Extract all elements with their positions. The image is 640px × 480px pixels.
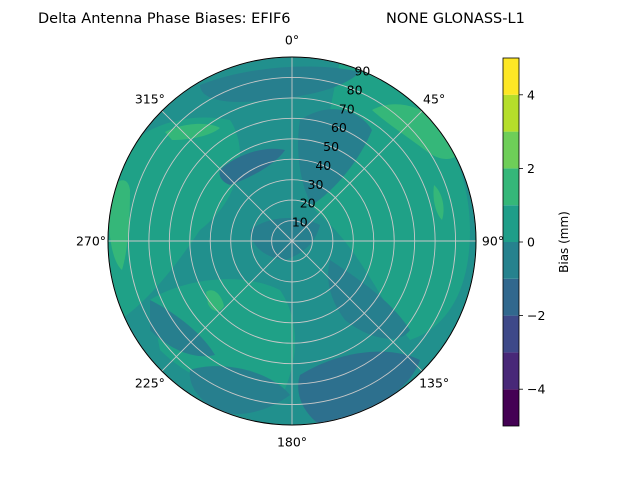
angle-gridline-315	[161, 110, 293, 242]
polar-frame	[107, 56, 477, 426]
colorbar-segment-2	[503, 315, 519, 353]
colorbar-label: Bias (mm)	[557, 211, 571, 273]
angle-tick-label-90: 90°	[482, 234, 504, 249]
contour-light-band-west	[108, 117, 241, 320]
contour-low-south-east	[298, 351, 420, 425]
angle-tick-label-315: 315°	[135, 91, 165, 106]
polar-grid	[107, 56, 477, 426]
colorbar-segment-1	[503, 352, 519, 390]
colorbar-segment-4	[503, 242, 519, 279]
contour-low-north	[200, 66, 360, 102]
colorbar-segment-6	[503, 168, 519, 206]
angle-tick-label-0: 0°	[285, 33, 299, 48]
radial-tick-label-40: 40	[315, 158, 331, 173]
radial-tick-label-60: 60	[331, 120, 347, 135]
contour-high-east	[433, 185, 444, 220]
angle-gridline-45	[291, 110, 423, 242]
contour-high-northeast	[372, 104, 462, 159]
contour-high-west	[108, 180, 130, 270]
colorbar-segment-7	[503, 131, 519, 169]
radial-tick-label-10: 10	[292, 215, 308, 230]
chart-title-left: Delta Antenna Phase Biases: EFIF6	[38, 11, 291, 27]
colorbar-ticks: −4 −2 0 2 4	[519, 87, 545, 397]
radial-tick-label-20: 20	[300, 196, 316, 211]
contour-low-northeast	[298, 109, 372, 205]
contour-low-northwest	[219, 148, 285, 185]
colorbar-segment-9	[503, 58, 519, 95]
polar-plot: 0° 45° 90° 135° 180° 225° 270° 315° 10 20 30 40 50 6…	[76, 33, 504, 450]
colorbar-segment-8	[503, 94, 519, 132]
colorbar-segment-3	[503, 278, 519, 316]
contour-light-band-south	[150, 279, 295, 400]
contour-low-southeast-band	[328, 260, 410, 339]
angle-tick-label-270: 270°	[76, 234, 106, 249]
angle-gridline-225	[161, 240, 293, 372]
radial-tick-label-80: 80	[347, 82, 363, 97]
angle-tick-label-135: 135°	[419, 376, 449, 391]
radial-tick-label-50: 50	[323, 139, 339, 154]
colorbar-tick-label-2: 2	[527, 161, 535, 176]
colorbar-segment-0	[503, 389, 519, 426]
colorbar: −4 −2 0 2 4 Bias (mm)	[502, 57, 571, 427]
colorbar-tick-label--4: −4	[527, 382, 545, 397]
radial-tick-label-30: 30	[308, 177, 324, 192]
chart-title-right: NONE GLONASS-L1	[386, 11, 525, 27]
radial-tick-labels: 10 20 30 40 50 60 70 80 90	[292, 64, 371, 230]
colorbar-tick-label-4: 4	[527, 87, 535, 102]
angle-gridline-135	[291, 240, 423, 372]
angle-tick-label-180: 180°	[277, 435, 307, 450]
contour-high-southwest	[206, 290, 224, 312]
contour-low-center	[250, 218, 320, 260]
colorbar-segment-5	[503, 205, 519, 242]
radial-tick-label-70: 70	[339, 101, 355, 116]
angle-tick-labels: 0° 45° 90° 135° 180° 225° 270° 315°	[76, 33, 504, 450]
radial-tick-label-90: 90	[354, 64, 370, 79]
angle-tick-label-45: 45°	[423, 91, 445, 106]
contour-low-west	[150, 300, 215, 357]
colorbar-tick-label--2: −2	[527, 308, 545, 323]
colorbar-tick-label-0: 0	[527, 235, 535, 250]
angle-tick-label-225: 225°	[135, 376, 165, 391]
